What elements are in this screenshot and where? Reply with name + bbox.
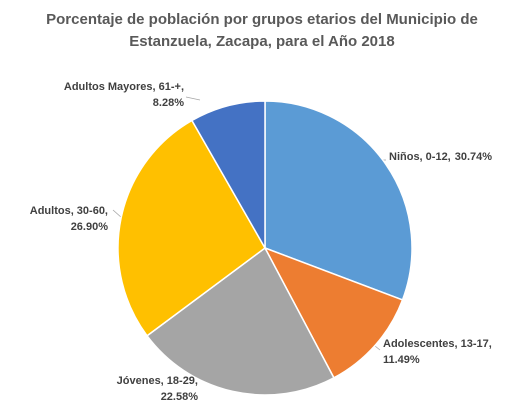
slice-label: Niños, 0-12, 30.74%: [389, 151, 492, 163]
slice-category: Niños, 0-12,: [389, 151, 451, 163]
pie-slice: [190, 100, 266, 251]
slice-category: Adultos Mayores, 61-+,: [64, 81, 184, 93]
pie-slice: [264, 100, 413, 301]
slice-label: Adultos, 30-60, 26.90%: [30, 205, 108, 233]
slice-value: 8.28%: [153, 97, 184, 109]
pie-slice: [146, 246, 335, 396]
slice-value: 26.90%: [71, 221, 109, 233]
pie-slice: [263, 246, 404, 379]
chart-title: Porcentaje de población por grupos etari…: [46, 11, 478, 28]
chart-title: Estanzuela, Zacapa, para el Año 2018: [129, 33, 394, 50]
slice-category: Adultos, 30-60,: [30, 205, 108, 217]
slice-label: Jóvenes, 18-29, 22.58%: [117, 375, 199, 403]
slice-value: 11.49%: [383, 354, 420, 366]
leader-line: [112, 209, 123, 219]
slice-category: Adolescentes, 13-17,: [383, 338, 492, 350]
leader-line: [185, 96, 201, 101]
slice-label: Adultos Mayores, 61-+, 8.28%: [64, 81, 184, 109]
slice-value: 30.74%: [455, 151, 493, 163]
slice-category: Jóvenes, 18-29,: [117, 375, 198, 387]
slice-value: 22.58%: [161, 391, 199, 403]
pie-slice: [117, 119, 266, 337]
slice-label: Adolescentes, 13-17, 11.49%: [383, 338, 492, 366]
